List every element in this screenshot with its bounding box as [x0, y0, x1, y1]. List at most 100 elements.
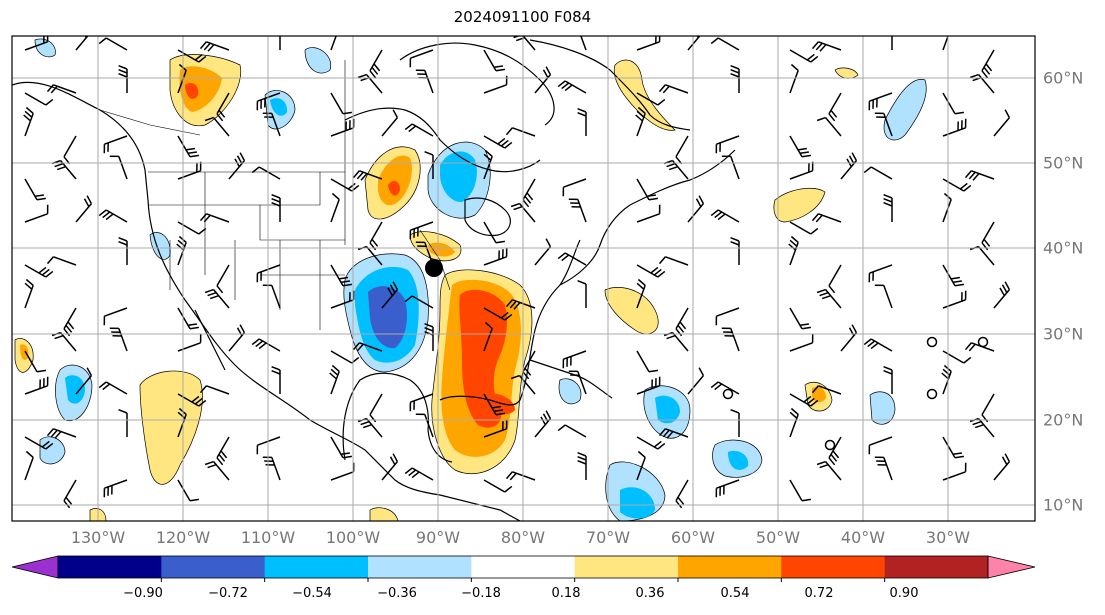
wind-barb — [404, 123, 434, 137]
wind-barb — [789, 333, 814, 352]
lon-label: 60°W — [670, 528, 716, 547]
wind-barb — [199, 385, 230, 395]
wind-barb — [415, 413, 434, 438]
wind-barb — [636, 450, 646, 481]
wind-barb — [330, 290, 355, 309]
wind-barb — [562, 350, 587, 369]
wind-barb — [636, 36, 661, 51]
wind-barb — [687, 195, 705, 223]
wind-barb — [534, 410, 552, 438]
wind-barb — [177, 333, 202, 352]
wind-barb — [357, 73, 383, 94]
wind-barb — [840, 324, 858, 352]
wind-barb — [424, 323, 434, 351]
wind-barb — [330, 264, 353, 287]
wind-barb — [789, 479, 812, 502]
wind-barb — [715, 307, 740, 326]
wind-barb — [24, 264, 54, 278]
colorbar-segment — [884, 556, 989, 578]
lon-label: 70°W — [585, 528, 631, 547]
wind-barb — [409, 393, 434, 412]
wind-barb — [675, 135, 689, 165]
graticule — [12, 36, 1035, 521]
colorbar-segment — [678, 556, 782, 578]
wind-barb — [199, 41, 230, 52]
wind-barb — [942, 178, 972, 192]
colorbar-outline — [57, 555, 989, 579]
wind-barb — [868, 92, 893, 111]
wind-barb — [942, 92, 965, 115]
wind-barb — [177, 135, 200, 158]
wind-barb — [118, 237, 128, 265]
wind-barb — [721, 155, 740, 180]
wind-barb — [828, 92, 842, 122]
wind-barb — [216, 436, 230, 466]
wind-barb — [177, 221, 207, 235]
colorbar-tick: −0.36 — [377, 586, 417, 601]
wind-barb — [271, 366, 281, 394]
colorbar-extend-high — [987, 555, 1036, 579]
wind-barb — [352, 342, 383, 352]
colorbar-tick: 0.18 — [551, 586, 581, 601]
wind-barb — [103, 135, 128, 154]
lat-label: 20°N — [1043, 410, 1084, 430]
colorbar-tick: −0.72 — [208, 586, 248, 601]
wind-barb — [636, 92, 666, 106]
wind-barb — [63, 135, 77, 165]
wind-barb — [874, 284, 893, 309]
wind-barb — [789, 63, 799, 94]
lon-label: 40°W — [840, 528, 886, 547]
wind-barb — [636, 436, 666, 450]
lat-label: 40°N — [1043, 238, 1084, 258]
red-orange-anomalies — [185, 83, 515, 428]
wind-barb — [46, 256, 77, 266]
wind-barb — [557, 252, 587, 266]
wind-barb — [557, 80, 587, 94]
wind-barb — [46, 84, 77, 94]
wind-barb — [816, 460, 842, 481]
wind-barb — [369, 221, 383, 251]
wind-barb — [730, 409, 740, 437]
wind-barb — [675, 479, 689, 509]
wind-barb — [522, 350, 536, 380]
wind-barb — [942, 462, 967, 481]
wind-barb — [658, 256, 689, 266]
wind-barb — [330, 92, 353, 115]
colorbar-segment — [264, 556, 369, 578]
wind-barb — [256, 92, 281, 111]
wind-barb — [177, 479, 200, 502]
wind-barb — [262, 284, 281, 309]
wind-barb — [63, 307, 77, 337]
wind-barb — [730, 237, 740, 265]
wind-barb — [330, 118, 355, 137]
wind-barb — [789, 393, 819, 407]
colorbar-segment — [574, 556, 679, 578]
wind-barb — [964, 170, 995, 181]
wind-barb — [204, 288, 230, 309]
wind-barb — [103, 479, 128, 498]
wind-barb — [710, 37, 740, 51]
wind-barb — [483, 479, 513, 493]
wind-barb — [483, 321, 493, 352]
wind-barb — [721, 327, 740, 352]
lon-label: 110°W — [240, 528, 296, 547]
wind-barb — [381, 281, 399, 309]
wind-barb — [828, 264, 842, 294]
wind-barb — [969, 417, 995, 438]
wind-barb — [204, 116, 230, 137]
wind-barb — [24, 36, 49, 51]
wind-barb — [636, 350, 659, 373]
wind-barb — [424, 151, 434, 179]
colorbar-tick: 0.36 — [635, 586, 665, 601]
wind-barb — [369, 393, 383, 423]
wind-barb — [98, 209, 128, 223]
wind-barb — [811, 41, 842, 52]
lon-label: 100°W — [325, 528, 381, 547]
wind-barb — [24, 92, 54, 106]
wind-barb — [256, 436, 281, 455]
wind-barb — [710, 381, 740, 395]
wind-barb — [228, 324, 246, 352]
wind-barb — [216, 264, 230, 294]
colorbar-segment — [781, 556, 886, 578]
wind-barb — [577, 280, 587, 308]
